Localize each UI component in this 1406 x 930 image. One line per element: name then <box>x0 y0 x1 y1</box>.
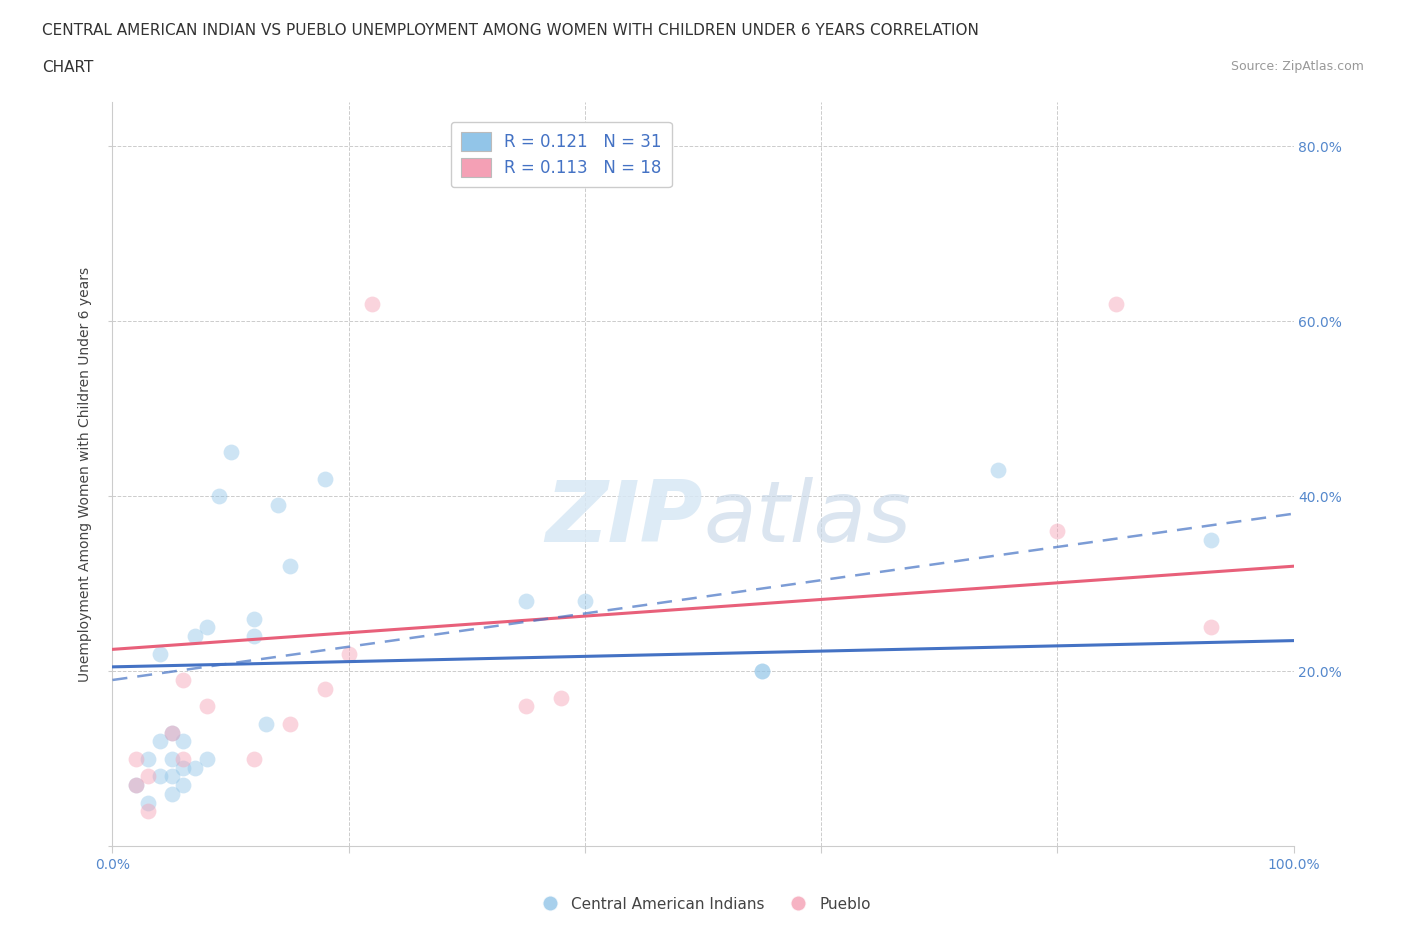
Point <box>987 462 1010 477</box>
Point <box>172 734 194 749</box>
Point <box>1105 296 1128 311</box>
Point <box>136 751 159 766</box>
Y-axis label: Unemployment Among Women with Children Under 6 years: Unemployment Among Women with Children U… <box>79 267 93 682</box>
Point <box>278 716 301 731</box>
Point <box>172 760 194 775</box>
Point <box>149 769 172 784</box>
Point <box>172 777 194 792</box>
Point <box>243 611 266 626</box>
Point <box>515 593 537 608</box>
Point <box>574 593 596 608</box>
Point <box>195 698 218 713</box>
Text: CHART: CHART <box>42 60 94 75</box>
Point <box>125 751 148 766</box>
Point <box>160 725 183 740</box>
Point <box>208 489 231 504</box>
Point <box>254 716 277 731</box>
Point <box>337 646 360 661</box>
Point <box>361 296 384 311</box>
Point <box>136 795 159 810</box>
Legend: Central American Indians, Pueblo: Central American Indians, Pueblo <box>529 891 877 918</box>
Point <box>125 777 148 792</box>
Point <box>172 672 194 687</box>
Point <box>314 682 336 697</box>
Point <box>160 769 183 784</box>
Point <box>1046 524 1069 538</box>
Point <box>184 760 207 775</box>
Point <box>1199 620 1222 635</box>
Point <box>172 751 194 766</box>
Text: CENTRAL AMERICAN INDIAN VS PUEBLO UNEMPLOYMENT AMONG WOMEN WITH CHILDREN UNDER 6: CENTRAL AMERICAN INDIAN VS PUEBLO UNEMPL… <box>42 23 979 38</box>
Point <box>267 498 290 512</box>
Point <box>195 620 218 635</box>
Point <box>1199 533 1222 548</box>
Point <box>136 769 159 784</box>
Point <box>515 698 537 713</box>
Point <box>219 445 242 459</box>
Legend: R = 0.121   N = 31, R = 0.113   N = 18: R = 0.121 N = 31, R = 0.113 N = 18 <box>451 122 672 187</box>
Point <box>195 751 218 766</box>
Point <box>314 472 336 486</box>
Text: Source: ZipAtlas.com: Source: ZipAtlas.com <box>1230 60 1364 73</box>
Point <box>550 690 572 705</box>
Point <box>243 751 266 766</box>
Point <box>125 777 148 792</box>
Point <box>751 664 773 679</box>
Point <box>149 734 172 749</box>
Point <box>160 751 183 766</box>
Point <box>751 664 773 679</box>
Text: ZIP: ZIP <box>546 477 703 561</box>
Point <box>149 646 172 661</box>
Point <box>243 629 266 644</box>
Text: atlas: atlas <box>703 477 911 561</box>
Point <box>278 559 301 574</box>
Point <box>160 787 183 802</box>
Point <box>136 804 159 818</box>
Point <box>184 629 207 644</box>
Point <box>160 725 183 740</box>
